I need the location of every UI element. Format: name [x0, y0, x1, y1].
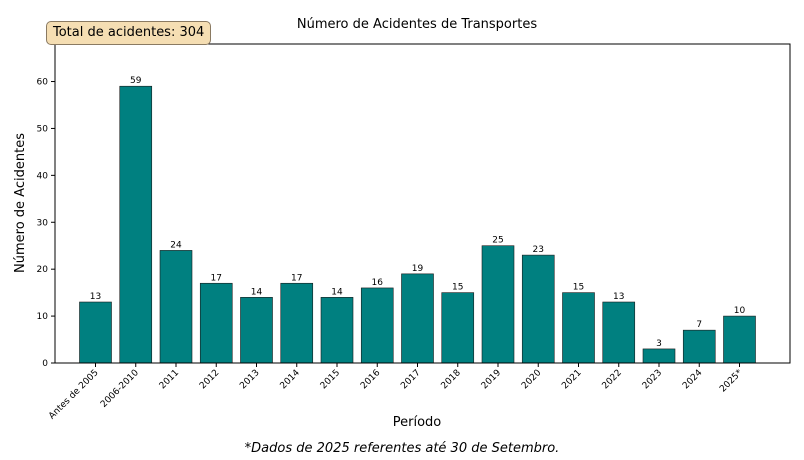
chart-title: Número de Acidentes de Transportes: [297, 17, 537, 32]
bar-value-label: 3: [656, 339, 662, 349]
bar: [562, 292, 595, 364]
y-tick-label: 40: [37, 171, 49, 181]
bar-value-label: 10: [734, 306, 746, 316]
bar: [199, 282, 233, 364]
x-tick-label: 2016: [359, 368, 382, 391]
bar: [521, 254, 555, 364]
x-tick-label: 2023: [641, 368, 664, 391]
bar: [79, 301, 112, 364]
bar: [119, 85, 153, 364]
x-tick-label: 2025*: [718, 368, 745, 395]
x-tick-label: 2020: [520, 368, 543, 391]
y-tick-label: 0: [42, 359, 48, 369]
x-axis-label: Período: [393, 415, 442, 430]
y-tick-label: 30: [37, 218, 49, 228]
x-tick-label: 2017: [399, 368, 422, 391]
y-tick-label: 10: [37, 312, 49, 322]
bar-value-label: 14: [251, 287, 263, 297]
bar: [401, 273, 434, 364]
plot-frame: [54, 43, 791, 364]
bar-value-label: 14: [331, 287, 343, 297]
x-tick-label: 2012: [198, 368, 221, 391]
bar-value-label: 16: [372, 278, 384, 288]
bar-value-label: 25: [492, 236, 503, 246]
x-tick-label: 2021: [560, 368, 583, 391]
footnote: *Dados de 2025 referentes até 30 de Sete…: [244, 441, 560, 456]
bar: [240, 297, 273, 364]
bar: [602, 301, 636, 364]
bar: [360, 287, 394, 364]
bar-value-label: 15: [573, 283, 584, 293]
bar: [159, 250, 193, 364]
bar: [280, 282, 314, 364]
bar: [481, 245, 515, 364]
bar: [682, 329, 716, 364]
bar-value-label: 17: [211, 273, 222, 283]
y-tick-label: 20: [37, 265, 49, 275]
bar: [642, 348, 676, 364]
y-tick-label: 50: [37, 124, 49, 134]
y-axis-label: Número de Acidentes: [13, 133, 28, 273]
x-tick-label: 2024: [681, 368, 704, 391]
bar-value-label: 15: [452, 283, 463, 293]
bar-value-label: 23: [533, 245, 544, 255]
bar-value-label: 19: [412, 264, 424, 274]
x-tick-label: 2022: [601, 368, 624, 391]
total-accidents-badge: Total de acidentes: 304: [46, 21, 212, 45]
bar: [723, 315, 756, 364]
x-tick-label: 2014: [279, 368, 302, 391]
x-tick-label: 2019: [480, 368, 503, 391]
bar-value-label: 59: [130, 76, 142, 86]
x-tick-label: 2011: [158, 368, 181, 391]
bar: [320, 297, 354, 364]
y-tick-label: 60: [37, 78, 49, 88]
bar-value-label: 7: [696, 320, 702, 330]
x-tick-label: 2013: [238, 368, 261, 391]
x-tick-label: Antes de 2005: [47, 368, 100, 421]
bar-value-label: 13: [613, 292, 624, 302]
x-tick-label: 2015: [319, 368, 342, 391]
bar-value-label: 13: [90, 292, 101, 302]
x-tick-label: 2006-2010: [99, 368, 141, 410]
bar-value-label: 24: [170, 240, 182, 250]
x-tick-label: 2018: [440, 368, 463, 391]
bar-value-label: 17: [291, 273, 302, 283]
bar: [441, 292, 475, 364]
